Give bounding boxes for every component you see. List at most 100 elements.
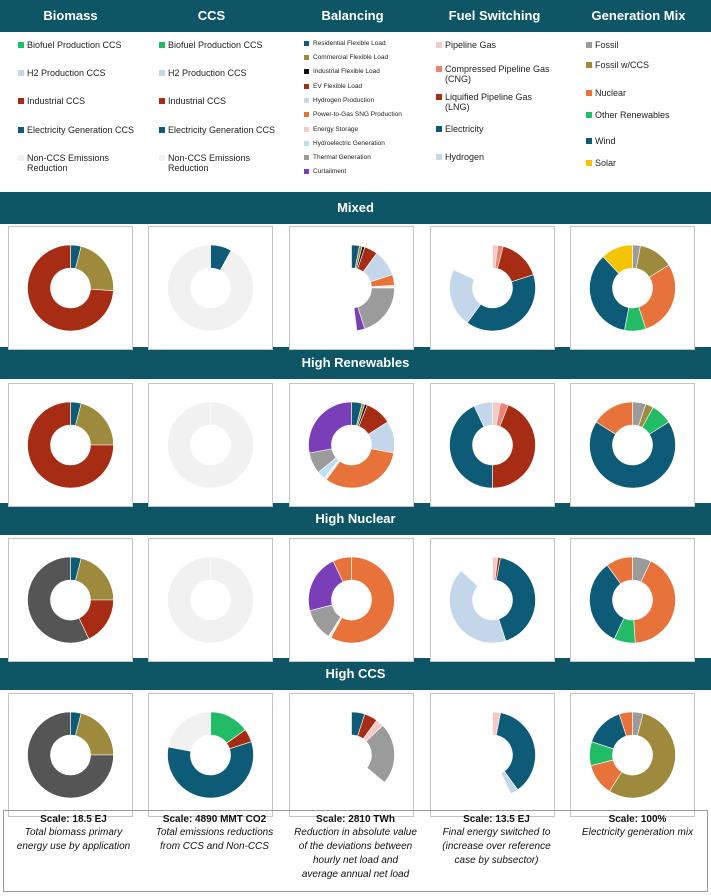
scale-footer: Scale: 18.5 EJ Total biomass primary energ… [3,810,708,892]
scale-label: Scale: 13.5 EJ [463,814,530,825]
footer-cell: Scale: 2810 TWh Reduction in absolute val… [286,813,425,882]
scale-description: hourly net load and [312,855,399,866]
legend-2: Residential Flexible Load Commercial Flex… [300,36,430,186]
donut-chart-box [148,693,273,817]
legend-swatch [304,169,309,174]
legend-swatch [586,90,592,96]
donut-chart [27,244,114,332]
donut-slice [357,287,395,330]
column-title-ccs: CCS [197,8,226,23]
legend-swatch [304,155,309,160]
donut-slice [466,274,536,332]
donut-chart-box [8,383,133,507]
scale-description: Final energy switched to [442,827,551,838]
legend-swatch [586,138,592,144]
scale-label: Scale: 4890 MMT CO2 [162,814,267,825]
donut-slice [27,711,114,799]
legend-swatch [304,69,309,74]
donut-slice [589,256,630,331]
donut-slice [308,401,352,454]
legend-swatch [586,160,592,166]
scenario-band: High CCS [0,658,711,690]
donut-chart-box [430,693,555,817]
scale-description: case by subsector) [454,855,539,866]
footer-cell: Scale: 18.5 EJ Total biomass primary energ… [4,813,143,854]
donut-chart-box [148,226,273,350]
donut-slice [618,711,633,737]
donut-chart-box [8,693,133,817]
legend-swatch [159,127,165,133]
donut-chart [589,711,676,799]
legend-swatch [304,84,309,89]
donut-chart-box [8,538,133,662]
scale-description: Electricity generation mix [581,827,694,838]
scale-description: Total biomass primary [24,827,123,838]
legend-label: Hydrogen Production [313,97,375,104]
legend-swatch [586,112,592,118]
donut-slice [332,556,352,583]
donut-slice [353,306,366,331]
footer-cell: Scale: 100% Electricity generation mix [568,813,707,840]
legend-label: Electricity Generation CCS [168,125,276,135]
donut-chart [308,401,395,489]
donut-chart [449,244,536,332]
legend-swatch [436,154,442,160]
donut-slice [449,269,482,324]
legend-label: Residential Flexible Load [313,40,386,47]
legend-swatch [18,70,24,76]
legend-swatch [304,112,309,117]
donut-slice [449,570,507,644]
legend-label: Industrial CCS [27,96,86,106]
donut-chart-box [289,226,414,350]
scale-description: Total emissions reductions [155,827,274,838]
legend-swatch [436,94,442,100]
column-title-generation-mix: Generation Mix [591,8,686,23]
column-title-fuel-switching: Fuel Switching [448,8,541,23]
donut-chart-box [570,538,695,662]
legend-label: Hydroelectric Generation [313,140,385,147]
donut-chart [167,244,254,332]
scenario-band: Mixed [0,192,711,224]
donut-chart [449,556,536,644]
scale-description: from CCS and Non-CCS [160,841,269,852]
legend-label: Wind [595,136,616,146]
donut-chart-box [148,538,273,662]
donut-slice [609,712,676,799]
scale-label: Scale: 100% [608,814,667,825]
donut-slice [500,770,519,795]
legend-label: Curtailment [313,168,347,175]
donut-chart [27,711,114,799]
column-header-bar: Biomass CCS Balancing Fuel Switching Gen… [0,0,711,32]
legend-label: Commercial Flexible Load [313,54,389,61]
donut-slice [167,741,254,799]
legend-swatch [18,98,24,104]
legend-label: Nuclear [595,88,627,98]
legend-label: Power-to-Gas SNG Production [313,111,402,118]
donut-slice [167,711,211,752]
donut-chart-box [289,693,414,817]
donut-chart-box [148,383,273,507]
legend-swatch [304,141,309,146]
donut-slice [449,405,493,489]
scale-label: Scale: 2810 TWh [316,814,395,825]
legend-label: Electricity [445,124,484,134]
legend-label: Compressed Pipeline Gas (CNG) [445,64,550,84]
legend-swatch [436,126,442,132]
donut-slice [75,245,114,292]
legend-label: Industrial CCS [168,96,227,106]
donut-slice [27,244,114,332]
legend-4: Fossil Fossil w/CCS Nuclear Other Renewable… [582,36,711,186]
donut-chart [167,711,254,799]
legend-swatch [159,155,165,161]
donut-chart [27,556,114,644]
donut-slice [27,401,114,489]
footer-cell: Scale: 4890 MMT CO2 Total emissions reduc… [145,813,284,854]
donut-slice [167,401,254,489]
donut-slice [606,556,633,585]
legend-swatch [18,155,24,161]
legend-label: Non-CCS Emissions Reduction [168,153,251,173]
donut-slice [595,401,633,435]
donut-chart [589,556,676,644]
legend-label: Electricity Generation CCS [27,125,135,135]
legend-swatch [304,127,309,132]
